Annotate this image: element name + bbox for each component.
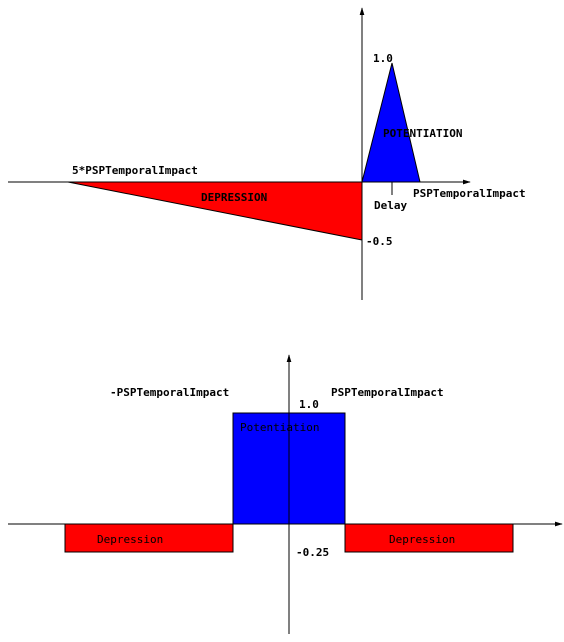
top-potentiation-region — [361, 62, 421, 183]
top-right-extent-label: PSPTemporalImpact — [413, 187, 526, 200]
bottom-right-extent-label: PSPTemporalImpact — [331, 386, 444, 399]
top-diagram: 1.0 POTENTIATION 5*PSPTemporalImpact DEP… — [8, 7, 526, 300]
bottom-depression-right-label: Depression — [389, 533, 455, 546]
bottom-depression-left-label: Depression — [97, 533, 163, 546]
top-peak-label: 1.0 — [373, 52, 393, 65]
bottom-trough-label: -0.25 — [296, 546, 329, 559]
bottom-potentiation-label: Potentiation — [240, 421, 319, 434]
top-delay-label: Delay — [374, 199, 407, 212]
bottom-depression-right-region — [344, 523, 514, 553]
top-trough-label: -0.5 — [366, 235, 393, 248]
top-left-extent-label: 5*PSPTemporalImpact — [72, 164, 198, 177]
top-depression-label: DEPRESSION — [201, 191, 267, 204]
bottom-left-extent-label: -PSPTemporalImpact — [110, 386, 229, 399]
top-potentiation-label: POTENTIATION — [383, 127, 462, 140]
bottom-peak-label: 1.0 — [299, 398, 319, 411]
bottom-diagram: -PSPTemporalImpact PSPTemporalImpact 1.0… — [8, 354, 563, 634]
